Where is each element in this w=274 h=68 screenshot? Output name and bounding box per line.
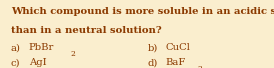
- Text: CuCl: CuCl: [166, 43, 191, 52]
- Text: b): b): [148, 43, 158, 52]
- Text: AgI: AgI: [29, 58, 46, 67]
- Text: Which compound is more soluble in an acidic solution: Which compound is more soluble in an aci…: [11, 7, 274, 16]
- Text: PbBr: PbBr: [29, 43, 54, 52]
- Text: than in a neutral solution?: than in a neutral solution?: [11, 26, 162, 35]
- Text: BaF: BaF: [166, 58, 186, 67]
- Text: a): a): [11, 43, 21, 52]
- Text: 2: 2: [197, 65, 202, 68]
- Text: d): d): [148, 58, 158, 67]
- Text: 2: 2: [70, 50, 75, 58]
- Text: c): c): [11, 58, 21, 67]
